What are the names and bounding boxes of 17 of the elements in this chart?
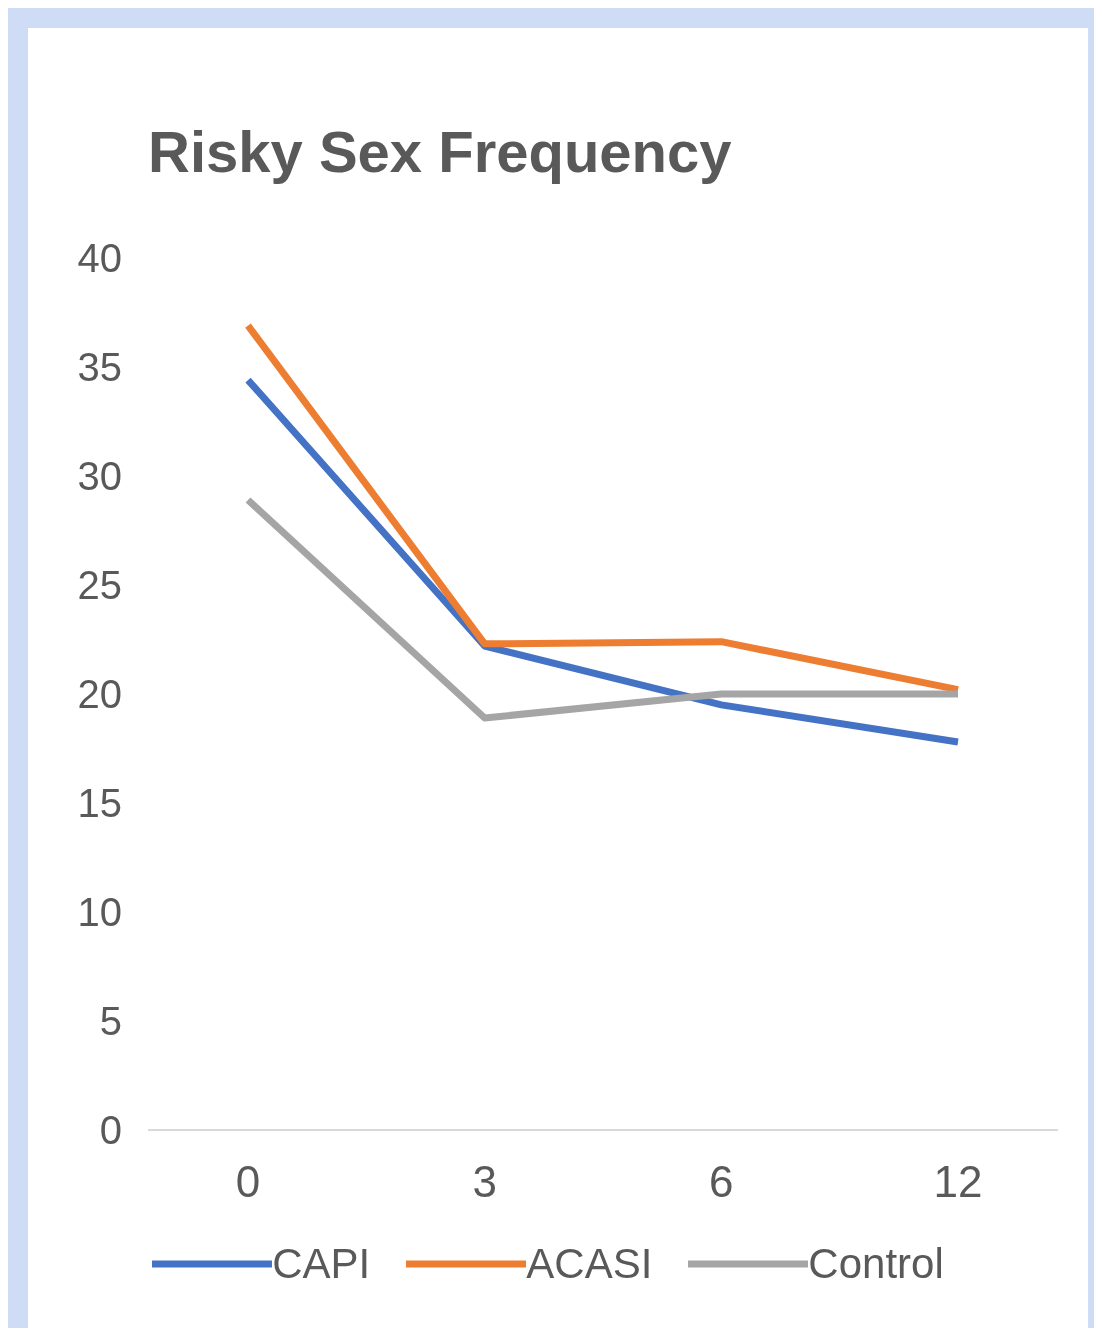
x-tick-label: 3 bbox=[472, 1157, 497, 1207]
y-tick-label: 30 bbox=[77, 454, 122, 499]
y-tick-label: 35 bbox=[77, 345, 122, 390]
x-tick-label: 12 bbox=[933, 1157, 983, 1207]
y-tick-label: 10 bbox=[77, 890, 122, 935]
x-tick-label: 0 bbox=[235, 1157, 261, 1207]
legend-label: CAPI bbox=[272, 1240, 371, 1288]
y-tick-label: 20 bbox=[77, 672, 122, 717]
y-tick-label: 40 bbox=[77, 236, 122, 281]
y-tick-label: 0 bbox=[99, 1108, 122, 1153]
x-tick-label: 6 bbox=[709, 1157, 734, 1207]
legend-label: ACASI bbox=[526, 1240, 653, 1288]
y-tick-label: 15 bbox=[77, 781, 122, 826]
y-tick-label: 5 bbox=[99, 999, 122, 1044]
y-tick-label: 25 bbox=[77, 563, 122, 608]
chart-title: Risky Sex Frequency bbox=[147, 118, 733, 186]
legend-label: Control bbox=[808, 1240, 944, 1288]
